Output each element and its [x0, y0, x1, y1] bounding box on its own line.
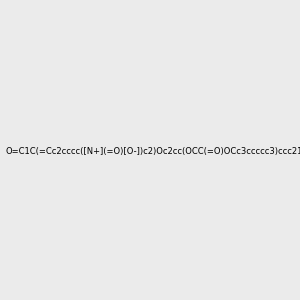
Text: O=C1C(=Cc2cccc([N+](=O)[O-])c2)Oc2cc(OCC(=O)OCc3ccccc3)ccc21: O=C1C(=Cc2cccc([N+](=O)[O-])c2)Oc2cc(OCC… — [5, 147, 300, 156]
